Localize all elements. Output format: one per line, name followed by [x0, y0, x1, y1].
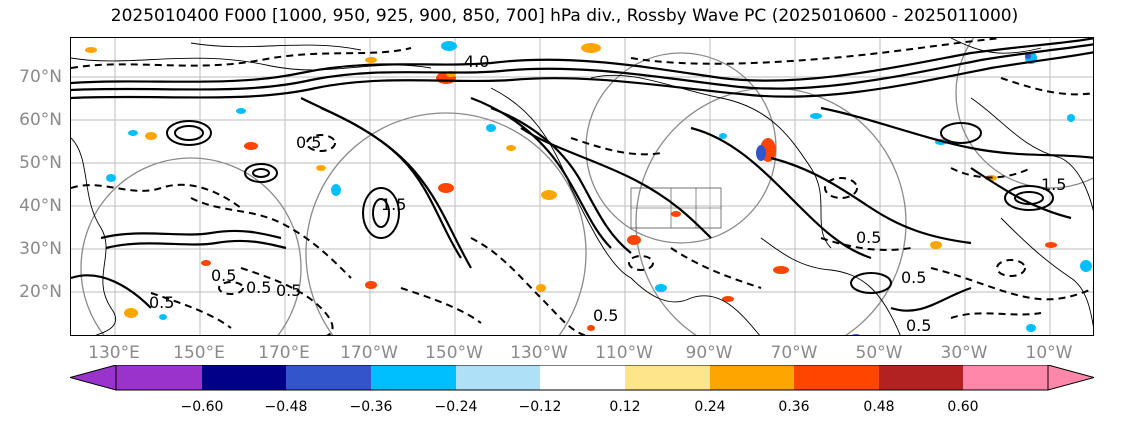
colorbar-tick-label: −0.24 [434, 399, 478, 415]
contour-label: 0.5 [149, 293, 174, 312]
colorbar-bins [116, 365, 1048, 390]
lat-label-20n: 20°N [19, 282, 62, 302]
contour-label: 0.5 [901, 268, 926, 287]
shaded-divergence [85, 41, 1092, 335]
colorbar-bin [794, 365, 879, 390]
colorbar-bin [371, 365, 456, 390]
contour-labels: 0.5 0.5 0.5 0.5 0.5 0.5 0.5 0.5 0.5 1.5 … [149, 52, 1066, 335]
contour-label: 0.5 [211, 266, 236, 285]
colorbar-bin [963, 365, 1048, 390]
colorbar-tick-label: −0.48 [264, 399, 308, 415]
positive-contours [71, 38, 1093, 312]
lon-label-90w: 90°W [685, 343, 733, 363]
lon-label-170w: 170°W [340, 343, 398, 363]
map-title: 2025010400 F000 [1000, 950, 925, 900, 85… [110, 6, 1019, 26]
lat-label-40n: 40°N [19, 196, 62, 216]
lat-label-60n: 60°N [19, 110, 62, 130]
colorbar-tick-label: 0.36 [778, 399, 810, 415]
lon-label-150w: 150°W [425, 343, 483, 363]
contour-label: 0.5 [246, 278, 271, 297]
map-canvas: 0.5 0.5 0.5 0.5 0.5 0.5 0.5 0.5 0.5 1.5 … [71, 38, 1093, 335]
lat-label-70n: 70°N [19, 67, 62, 87]
colorbar-tick-label: −0.60 [180, 399, 224, 415]
colorbar-bin [710, 365, 794, 390]
colorbar-bin [879, 365, 963, 390]
contour-label: 0.5 [906, 316, 931, 335]
colorbar-extend-max [1047, 365, 1094, 391]
lon-label-70w: 70°W [770, 343, 818, 363]
lon-label-150e: 150°E [173, 343, 225, 363]
colorbar-extend-min [70, 365, 117, 391]
colorbar-outline [115, 365, 1049, 391]
lat-label-30n: 30°N [19, 239, 62, 259]
colorbar-tick-label: −0.36 [349, 399, 393, 415]
contour-label: 0.5 [296, 133, 321, 152]
colorbar-tick-label: 0.12 [609, 399, 641, 415]
contour-label: 0.5 [593, 306, 618, 325]
contour-label: 4.0 [464, 52, 489, 71]
contour-label: 1.5 [381, 195, 406, 214]
lon-label-10w: 10°W [1025, 343, 1073, 363]
map-panel: 0.5 0.5 0.5 0.5 0.5 0.5 0.5 0.5 0.5 1.5 … [70, 37, 1094, 336]
coastlines [71, 38, 1093, 335]
colorbar-tick-label: −0.12 [518, 399, 562, 415]
graticule [71, 38, 1093, 335]
colorbar [70, 365, 1094, 391]
colorbar-tick-label: 0.48 [863, 399, 895, 415]
colorbar-tick-label: 0.60 [947, 399, 979, 415]
colorbar-tick-label: 0.24 [694, 399, 726, 415]
lon-label-130w: 130°W [510, 343, 568, 363]
colorbar-bin [202, 365, 286, 390]
lon-label-110w: 110°W [595, 343, 653, 363]
lat-label-50n: 50°N [19, 153, 62, 173]
colorbar-bin [286, 365, 371, 390]
range-rings [80, 38, 1093, 335]
colorbar-bin [540, 365, 625, 390]
lon-label-170e: 170°E [258, 343, 310, 363]
colorbar-bin [116, 365, 202, 390]
contour-label: 1.5 [1041, 175, 1066, 194]
colorbar-bin [625, 365, 710, 390]
colorbar-bin [456, 365, 540, 390]
contour-label: 0.5 [856, 228, 881, 247]
contour-label: 0.5 [276, 281, 301, 300]
lon-label-130e: 130°E [88, 343, 140, 363]
lon-label-30w: 30°W [940, 343, 988, 363]
lon-label-50w: 50°W [855, 343, 903, 363]
negative-contours [71, 38, 1093, 335]
